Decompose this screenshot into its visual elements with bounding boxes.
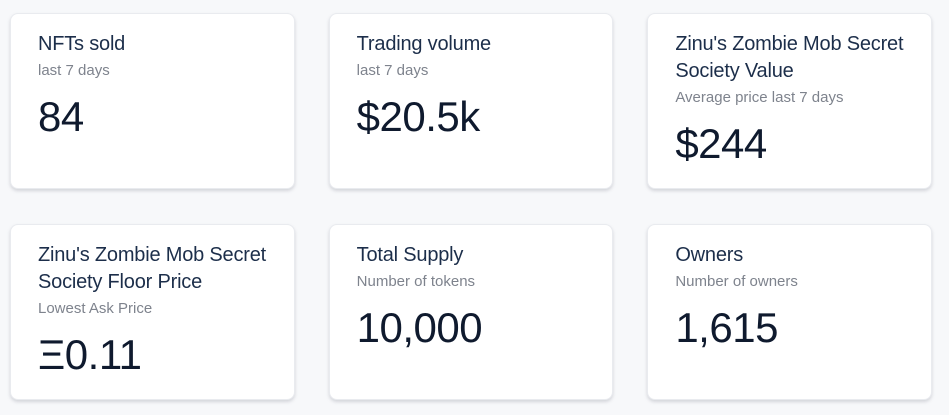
card-value: 84	[38, 93, 84, 140]
card-title: Trading volume	[356, 33, 492, 55]
card-value: Ξ0.11	[38, 331, 142, 378]
card-title: NFTs sold	[38, 33, 126, 55]
card-value: $20.5k	[356, 93, 481, 140]
card-value: $244	[675, 120, 767, 167]
stat-card-floor-price: Zinu's Zombie Mob Secret Society Floor P…	[10, 224, 295, 400]
card-subtitle: Number of tokens	[356, 273, 476, 290]
card-subtitle: last 7 days	[356, 62, 429, 79]
stat-card-owners: Owners Number of owners 1,615	[647, 224, 932, 400]
card-subtitle: Number of owners	[675, 273, 798, 290]
card-title: Zinu's Zombie Mob Secret Society Value	[675, 33, 904, 82]
card-title: Zinu's Zombie Mob Secret Society Floor P…	[38, 244, 266, 293]
stat-card-collection-value: Zinu's Zombie Mob Secret Society Value A…	[647, 13, 932, 189]
card-subtitle: Lowest Ask Price	[38, 300, 153, 317]
card-value: 1,615	[675, 304, 778, 351]
card-value: 10,000	[356, 304, 483, 351]
card-subtitle: last 7 days	[38, 62, 110, 79]
stat-card-trading-volume: Trading volume last 7 days $20.5k	[328, 13, 614, 189]
card-title: Total Supply	[356, 244, 464, 266]
card-title: Owners	[675, 244, 744, 266]
stat-card-nfts-sold: NFTs sold last 7 days 84	[10, 13, 295, 189]
card-subtitle: Average price last 7 days	[675, 89, 844, 106]
stat-card-total-supply: Total Supply Number of tokens 10,000	[328, 224, 614, 400]
